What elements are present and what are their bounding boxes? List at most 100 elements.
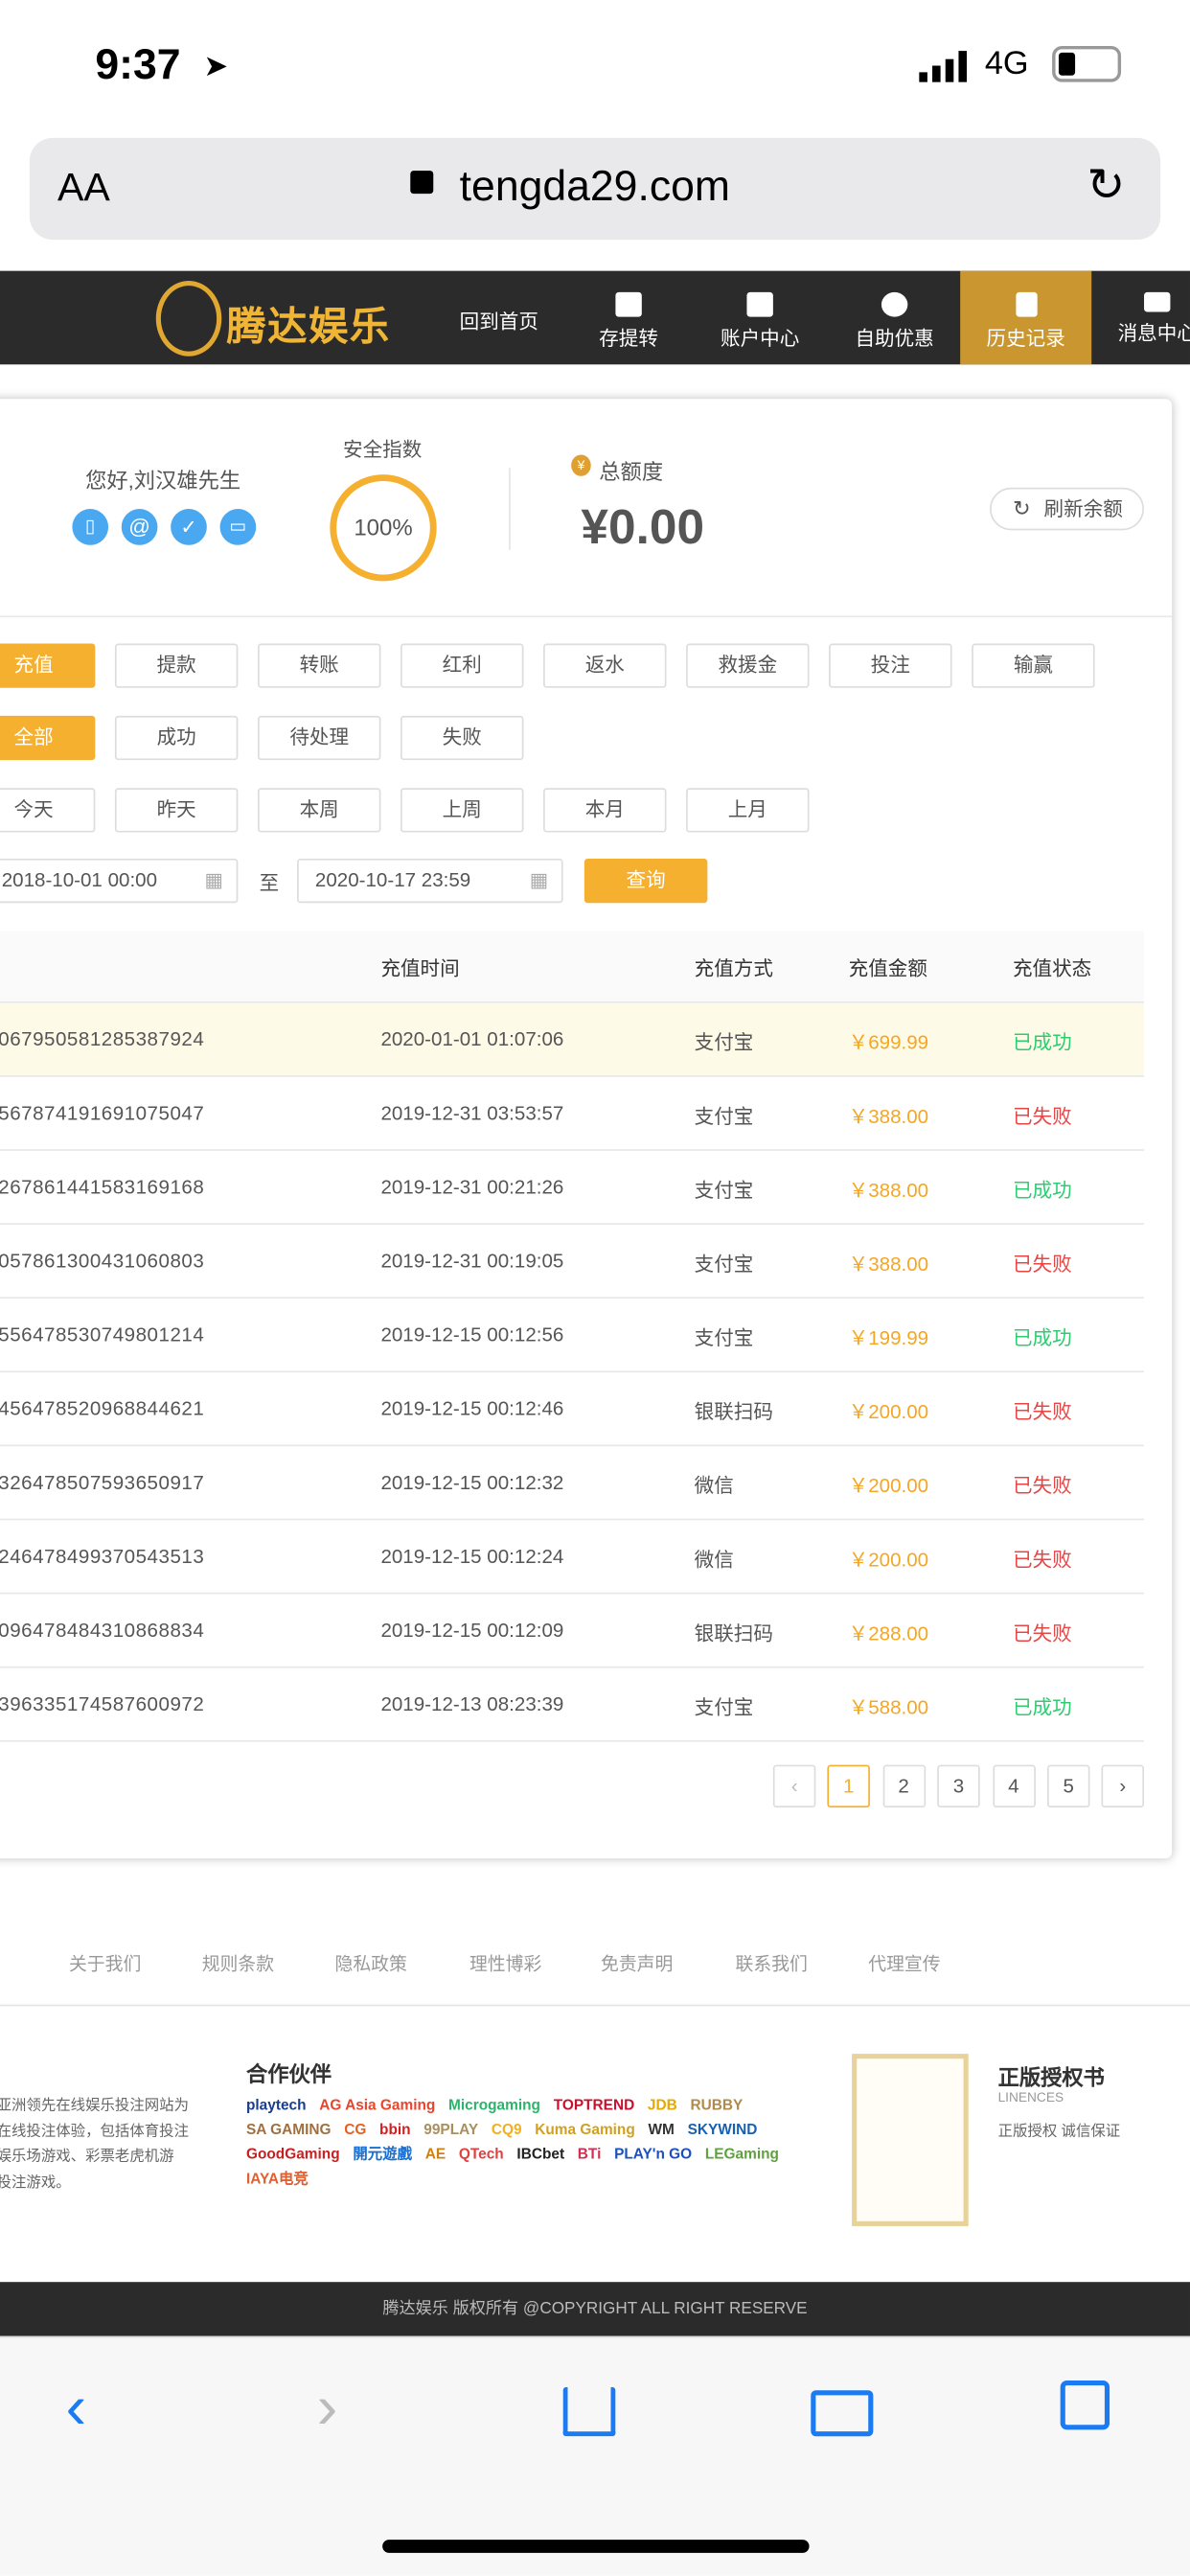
partner-logo[interactable]: Kuma Gaming (535, 2121, 635, 2138)
footer-link[interactable]: 理性博彩 (469, 1955, 542, 1975)
filter-periods-button[interactable]: 本月 (543, 788, 667, 833)
table-row[interactable]: 9057861300431060803 2019-12-31 00:19:05 支付… (0, 1225, 1145, 1300)
recharge-method: 支付宝 (694, 1104, 754, 1128)
address-bar[interactable]: AA tengda29.com ↻ (29, 137, 1161, 241)
partner-logo[interactable]: AE (424, 2146, 446, 2163)
home-indicator[interactable] (382, 2540, 810, 2553)
network-type: 4G (984, 45, 1029, 82)
page-3-button[interactable]: 3 (937, 1764, 980, 1808)
filter-statuses-button[interactable]: 成功 (114, 715, 239, 761)
page-1-button[interactable]: 1 (827, 1764, 870, 1808)
partner-logo[interactable]: 開元遊戲 (353, 2146, 413, 2163)
table-row[interactable]: 2326478507593650917 2019-12-15 00:12:32 微信… (0, 1446, 1145, 1521)
partner-logo[interactable]: PLAY'n GO (614, 2146, 693, 2163)
home-link[interactable]: 回到首页 (459, 310, 538, 334)
partner-logo[interactable]: Microgaming (448, 2096, 540, 2113)
filter-types-button[interactable]: 返水 (543, 643, 667, 688)
email-verify-icon[interactable]: @ (121, 509, 158, 545)
filter-types-button[interactable]: 红利 (400, 643, 524, 688)
filter-periods-button[interactable]: 上月 (686, 788, 810, 833)
partner-logo[interactable]: playtech (245, 2096, 307, 2113)
filter-periods-button[interactable]: 上周 (400, 788, 524, 833)
phone-verify-icon[interactable]: ▯ (72, 509, 109, 545)
partner-logo[interactable]: IBCbet (516, 2146, 565, 2163)
filter-periods-button[interactable]: 昨天 (114, 788, 239, 833)
calendar-icon[interactable]: ▦ (204, 868, 223, 892)
table-row[interactable]: 3567874191691075047 2019-12-31 03:53:57 支付… (0, 1077, 1145, 1151)
partner-logos: playtech AG Asia Gaming Microgaming TOPTREN… (246, 2095, 821, 2189)
back-icon[interactable]: ‹ (65, 2374, 87, 2444)
partner-logo[interactable]: WM (648, 2121, 675, 2138)
partner-logo[interactable]: RUBBY (690, 2096, 744, 2113)
page-5-button[interactable]: 5 (1046, 1764, 1090, 1808)
footer-link[interactable]: 规则条款 (201, 1955, 275, 1975)
partner-logo[interactable]: SA GAMING (245, 2121, 332, 2138)
license-certificate-image[interactable] (852, 2054, 969, 2226)
filter-types-button[interactable]: 转账 (257, 643, 381, 688)
brand-logo[interactable]: 腾达娱乐 (226, 305, 391, 350)
calendar-icon[interactable]: ▦ (529, 868, 549, 892)
recharge-amount: ￥699.99 (848, 1030, 929, 1054)
partner-logo[interactable]: CQ9 (491, 2121, 522, 2138)
next-page-button[interactable]: › (1101, 1764, 1145, 1808)
table-row[interactable]: 1267861441583169168 2019-12-31 00:21:26 支付… (0, 1151, 1145, 1225)
partner-logo[interactable]: QTech (458, 2146, 504, 2163)
recharge-time: 2020-01-01 01:07:06 (380, 1027, 564, 1051)
reload-icon[interactable]: ↻ (1087, 159, 1126, 211)
col-status: 充值状态 (1012, 956, 1092, 980)
filter-types-button[interactable]: 充值 (0, 643, 96, 688)
footer-link[interactable]: 隐私政策 (334, 1955, 407, 1975)
partner-logo[interactable]: TOPTREND (553, 2096, 635, 2113)
partner-logo[interactable]: CG (344, 2121, 367, 2138)
table-row[interactable]: 2556478530749801214 2019-12-15 00:12:56 支付… (0, 1299, 1145, 1373)
page-4-button[interactable]: 4 (992, 1764, 1036, 1808)
start-date-input[interactable]: 2018-10-01 00:00 ▦ (0, 858, 239, 904)
filter-types-button[interactable]: 提款 (114, 643, 239, 688)
end-date-input[interactable]: 2020-10-17 23:59 ▦ (297, 858, 563, 904)
shield-check-icon[interactable]: ✓ (171, 509, 207, 545)
partner-logo[interactable]: SKYWIND (687, 2121, 758, 2138)
nav-history[interactable]: 历史记录 (960, 270, 1092, 365)
partner-logo[interactable]: AG Asia Gaming (319, 2096, 436, 2113)
partner-logo[interactable]: 99PLAY (423, 2121, 479, 2138)
footer-link[interactable]: 关于我们 (68, 1955, 142, 1975)
bank-card-icon[interactable]: ▭ (219, 509, 257, 545)
filter-periods-button[interactable]: 本周 (257, 788, 381, 833)
partner-logo[interactable]: JDB (647, 2096, 677, 2113)
filter-periods-button[interactable]: 今天 (0, 788, 96, 833)
filter-statuses-button[interactable]: 全部 (0, 715, 96, 761)
filter-types-button[interactable]: 输赢 (972, 643, 1095, 688)
table-row[interactable]: 2096478484310868834 2019-12-15 00:12:09 银联… (0, 1594, 1145, 1668)
partner-logo[interactable]: bbin (379, 2121, 411, 2138)
filter-statuses-button[interactable]: 失败 (400, 715, 524, 761)
recharge-time: 2019-12-13 08:23:39 (380, 1692, 564, 1716)
footer-link[interactable]: 联系我们 (735, 1955, 808, 1975)
url-text[interactable]: tengda29.com (459, 160, 730, 211)
footer-link[interactable]: 代理宣传 (868, 1955, 941, 1975)
filter-types-button[interactable]: 救援金 (686, 643, 810, 688)
nav-promotions[interactable]: 自助优惠 (829, 271, 960, 365)
bookmarks-icon[interactable] (811, 2390, 874, 2437)
query-button[interactable]: 查询 (584, 858, 708, 904)
refresh-balance-button[interactable]: ↻ 刷新余额 (989, 487, 1145, 531)
page-2-button[interactable]: 2 (881, 1764, 926, 1808)
nav-deposit[interactable]: 存提转 (563, 271, 695, 365)
partner-logo[interactable]: LEGaming (704, 2146, 779, 2163)
table-row[interactable]: 2246478499370543513 2019-12-15 00:12:24 微信… (0, 1520, 1145, 1595)
recharge-method: 支付宝 (694, 1253, 754, 1276)
table-row[interactable]: 2456478520968844621 2019-12-15 00:12:46 银联… (0, 1372, 1145, 1447)
table-row[interactable]: 706795058128538​7924 2020-01-01 01:07:06 支… (0, 1002, 1145, 1077)
nav-account[interactable]: 账户中心 (695, 271, 826, 365)
footer-link[interactable]: 免责声明 (600, 1955, 674, 1975)
share-icon[interactable] (562, 2386, 616, 2437)
prev-page-button[interactable]: ‹ (772, 1764, 816, 1808)
text-size-button[interactable]: AA (57, 166, 110, 211)
filter-statuses-button[interactable]: 待处理 (257, 715, 381, 761)
partner-logo[interactable]: GoodGaming (245, 2146, 340, 2163)
tabs-icon[interactable] (1060, 2380, 1110, 2430)
nav-messages[interactable]: 消息中心 (1091, 271, 1190, 365)
partner-logo[interactable]: IAYA电竞 (245, 2170, 309, 2187)
table-row[interactable]: 3396335174587600972 2019-12-13 08:23:39 支付… (0, 1668, 1145, 1742)
partner-logo[interactable]: BTi (577, 2146, 602, 2163)
filter-types-button[interactable]: 投注 (829, 643, 952, 688)
